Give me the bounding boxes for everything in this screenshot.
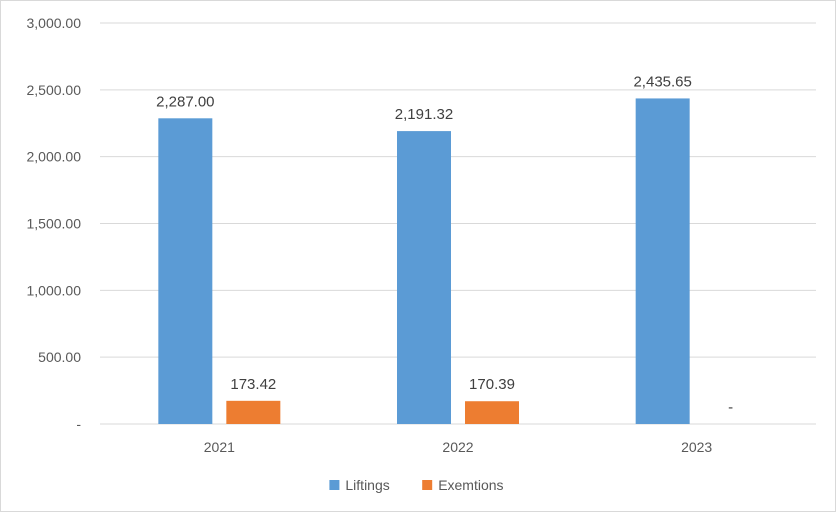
bar-liftings-2023 xyxy=(635,98,690,424)
legend-swatch-liftings xyxy=(329,480,340,490)
legend: Liftings Exemtions xyxy=(329,477,504,493)
legend-label-exemtions: Exemtions xyxy=(438,477,503,493)
y-tick-label: 500.00 xyxy=(38,349,81,365)
data-label-liftings-2023: 2,435.65 xyxy=(633,73,691,90)
y-tick-label: - xyxy=(76,416,81,432)
legend-label-liftings: Liftings xyxy=(345,477,389,493)
y-tick-label: 2,000.00 xyxy=(27,149,82,165)
y-axis-ticks: - 500.00 1,000.00 1,500.00 2,000.00 2,500.00 3… xyxy=(27,15,82,432)
bar-exemtions-2021 xyxy=(226,400,281,424)
x-tick-label: 2022 xyxy=(442,439,473,455)
data-label-liftings-2021: 2,287.00 xyxy=(156,93,214,110)
gridlines xyxy=(100,22,816,425)
x-axis-ticks: 2021 2022 2023 xyxy=(204,439,713,455)
bars xyxy=(158,98,690,425)
legend-swatch-exemtions xyxy=(422,480,433,490)
data-label-exemtions-2021: 173.42 xyxy=(230,376,276,393)
y-tick-label: 3,000.00 xyxy=(27,15,82,31)
bar-exemtions-2022 xyxy=(465,401,519,424)
data-label-liftings-2022: 2,191.32 xyxy=(395,106,453,123)
x-tick-label: 2021 xyxy=(204,439,235,455)
bar-liftings-2021 xyxy=(158,118,213,425)
x-tick-label: 2023 xyxy=(681,439,712,455)
bar-liftings-2022 xyxy=(397,131,451,424)
y-tick-label: 1,000.00 xyxy=(27,282,82,298)
data-labels: 2,287.00 173.42 2,191.32 170.39 2,435.65 - xyxy=(156,73,733,416)
data-label-exemtions-2022: 170.39 xyxy=(469,376,515,393)
y-tick-label: 1,500.00 xyxy=(27,216,82,232)
y-tick-label: 2,500.00 xyxy=(27,82,82,98)
data-label-exemtions-2023: - xyxy=(728,399,733,416)
